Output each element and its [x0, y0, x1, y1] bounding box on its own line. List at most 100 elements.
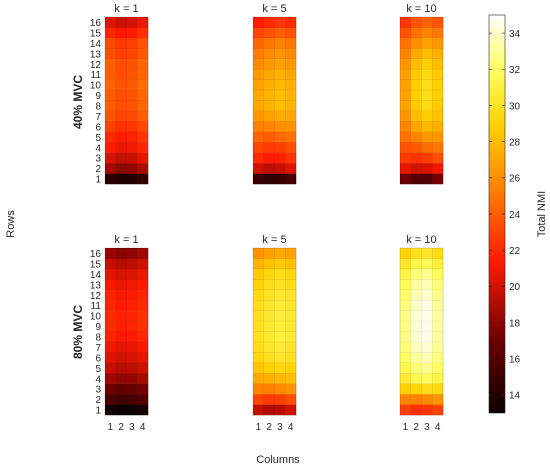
heatmap-cell: [400, 321, 411, 332]
heatmap-cell: [253, 383, 264, 395]
heatmap-cell: [432, 268, 444, 280]
heatmap-cell: [263, 142, 275, 153]
heatmap-cell: [137, 383, 149, 395]
heatmap-cell: [126, 248, 138, 259]
heatmap-cell: [421, 383, 433, 395]
heatmap-cell: [105, 341, 116, 353]
heatmap-cell: [432, 373, 444, 384]
heatmap-cell: [105, 373, 116, 384]
colorbar-tick-label: 18: [509, 318, 521, 329]
heatmap-cell: [421, 110, 433, 122]
row-tick-label: 14: [90, 39, 102, 50]
heatmap-cell: [105, 90, 116, 101]
heatmap-cell: [274, 48, 286, 59]
heatmap-cell: [253, 289, 264, 301]
heatmap-cell: [400, 341, 411, 353]
heatmap-cell: [410, 79, 422, 91]
row-tick-label: 8: [95, 102, 101, 113]
heatmap-cell: [274, 289, 286, 301]
heatmap-cell: [400, 69, 411, 80]
heatmap-cell: [126, 48, 138, 59]
heatmap-cell: [274, 152, 286, 164]
heatmap-cell: [421, 163, 433, 174]
heatmap-cell: [410, 121, 422, 133]
heatmap-cell: [274, 373, 286, 384]
heatmap-cell: [137, 373, 149, 384]
heatmap-cell: [253, 142, 264, 153]
heatmap-cell: [400, 131, 411, 143]
heatmap-cell: [410, 17, 422, 28]
row-tick-label: 9: [95, 322, 101, 333]
heatmap-cell: [137, 100, 149, 112]
heatmap-cell: [274, 300, 286, 311]
heatmap-cell: [432, 100, 444, 112]
heatmap-cell: [263, 268, 275, 280]
heatmap-cell: [285, 173, 297, 185]
heatmap-cell: [285, 373, 297, 384]
heatmap-cell: [432, 17, 444, 28]
heatmap-cell: [421, 321, 433, 332]
heatmap-cell: [137, 248, 149, 259]
heatmap-cell: [410, 394, 422, 405]
row-group-label-80: 80% MVC: [71, 305, 85, 359]
heatmap-cell: [137, 352, 149, 364]
heatmap-cell: [285, 341, 297, 353]
row-tick-label: 11: [91, 70, 102, 81]
heatmap-cell: [400, 258, 411, 270]
heatmap-cell: [421, 394, 433, 405]
heatmap-cell: [410, 289, 422, 301]
heatmap-cell: [126, 310, 138, 322]
row-tick-label: 4: [95, 143, 101, 154]
heatmap-cell: [137, 163, 149, 174]
heatmap-cell: [285, 163, 297, 174]
heatmap-cell: [400, 373, 411, 384]
heatmap-cell: [421, 37, 433, 49]
heatmap-cell: [410, 310, 422, 322]
heatmap-cell: [432, 279, 444, 290]
heatmap-cell: [137, 37, 149, 49]
panel-title: k = 1: [114, 3, 138, 15]
heatmap-cell: [274, 163, 286, 174]
heatmap-cell: [253, 100, 264, 112]
heatmap-cell: [432, 69, 444, 80]
heatmap-cell: [274, 248, 286, 259]
panel-title: k = 5: [262, 234, 286, 246]
heatmap-cell: [115, 90, 127, 101]
column-tick-label: 2: [118, 422, 124, 433]
colorbar-ticks: 14 16 18 20 22 24 26 28 30 32 34: [489, 29, 521, 402]
heatmap-cell: [253, 152, 264, 164]
heatmap-cell: [137, 331, 149, 343]
heatmap-cell: [410, 173, 422, 185]
heatmap-cell: [105, 48, 116, 59]
heatmap-cell: [105, 404, 116, 416]
row-tick-label: 1: [95, 175, 101, 186]
heatmap-cell: [285, 142, 297, 153]
heatmap-cell: [253, 310, 264, 322]
heatmap-cell: [421, 90, 433, 101]
heatmap-cell: [115, 121, 127, 133]
heatmap-panel: k = 5 1 2 3 4: [252, 234, 297, 433]
heatmap-cell: [285, 300, 297, 311]
heatmap-cell: [285, 90, 297, 101]
heatmap-cell: [274, 79, 286, 91]
heatmap-cell: [274, 383, 286, 395]
row-tick-label: 15: [90, 259, 102, 270]
heatmap-cell: [400, 152, 411, 164]
heatmap-cell: [421, 17, 433, 28]
heatmap-cell: [105, 173, 116, 185]
heatmap-cell: [105, 268, 116, 280]
heatmap-cell: [432, 362, 444, 374]
heatmap-cell: [126, 69, 138, 80]
heatmap-cell: [263, 279, 275, 290]
y-axis-label: Rows: [5, 210, 17, 238]
heatmap-cell: [400, 404, 411, 416]
heatmap-cell: [115, 331, 127, 343]
x-axis-label: Columns: [256, 454, 300, 466]
heatmap-cell: [126, 173, 138, 185]
heatmap-cell: [253, 48, 264, 59]
heatmap-cell: [274, 341, 286, 353]
heatmap-cell: [285, 321, 297, 332]
heatmap-cell: [400, 289, 411, 301]
heatmap-cell: [263, 48, 275, 59]
